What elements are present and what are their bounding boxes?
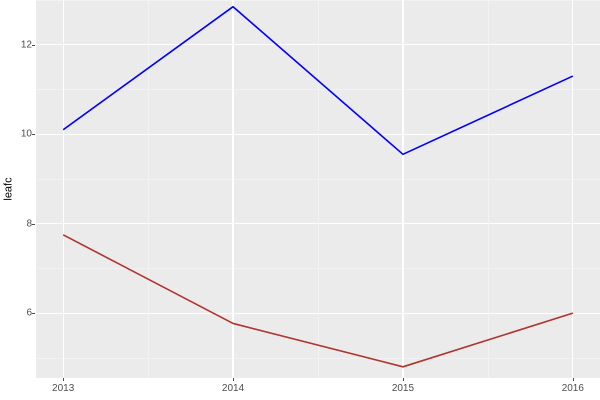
y-axis-tick-label: 8 — [26, 218, 32, 230]
gridline-major-vertical — [62, 0, 64, 378]
y-axis-title-text: leafc — [3, 177, 15, 201]
x-axis-tick-mark — [63, 378, 65, 381]
y-axis-title: leafc — [0, 0, 18, 378]
y-axis-tick-label: 6 — [26, 307, 32, 319]
plot-panel — [36, 0, 600, 378]
series-line-blue-series — [62, 5, 574, 156]
gridline-minor-vertical — [318, 0, 319, 378]
x-axis-tick-labels: 2013 2014 2015 2016 — [36, 383, 600, 397]
gridline-major-vertical — [572, 0, 574, 378]
y-axis-tick-mark — [32, 134, 35, 136]
y-axis-tick-marks — [32, 0, 36, 378]
y-axis-tick-mark — [32, 223, 35, 225]
series-line-red-series — [62, 234, 574, 368]
x-axis-tick-label: 2013 — [52, 383, 75, 394]
x-axis-tick-mark — [233, 378, 235, 381]
y-axis-tick-mark — [32, 313, 35, 315]
y-axis-tick-labels: 6 8 10 12 — [18, 0, 32, 378]
series-layer — [62, 5, 574, 368]
gridline-major-vertical — [402, 0, 404, 378]
x-axis-tick-marks — [36, 378, 600, 382]
y-axis-tick-label: 10 — [20, 128, 32, 140]
gridline-minor-vertical — [487, 0, 489, 378]
y-axis-tick-label: 12 — [20, 39, 32, 51]
x-axis-tick-mark — [572, 378, 574, 381]
gridline-major-vertical — [232, 0, 234, 378]
x-axis-tick-label: 2015 — [391, 383, 415, 394]
y-axis-tick-mark — [32, 44, 35, 46]
x-axis-tick-mark — [402, 378, 404, 381]
x-axis-tick-label: 2016 — [561, 383, 584, 394]
x-axis-tick-label: 2014 — [221, 383, 245, 394]
gridline-minor-vertical — [148, 0, 149, 378]
